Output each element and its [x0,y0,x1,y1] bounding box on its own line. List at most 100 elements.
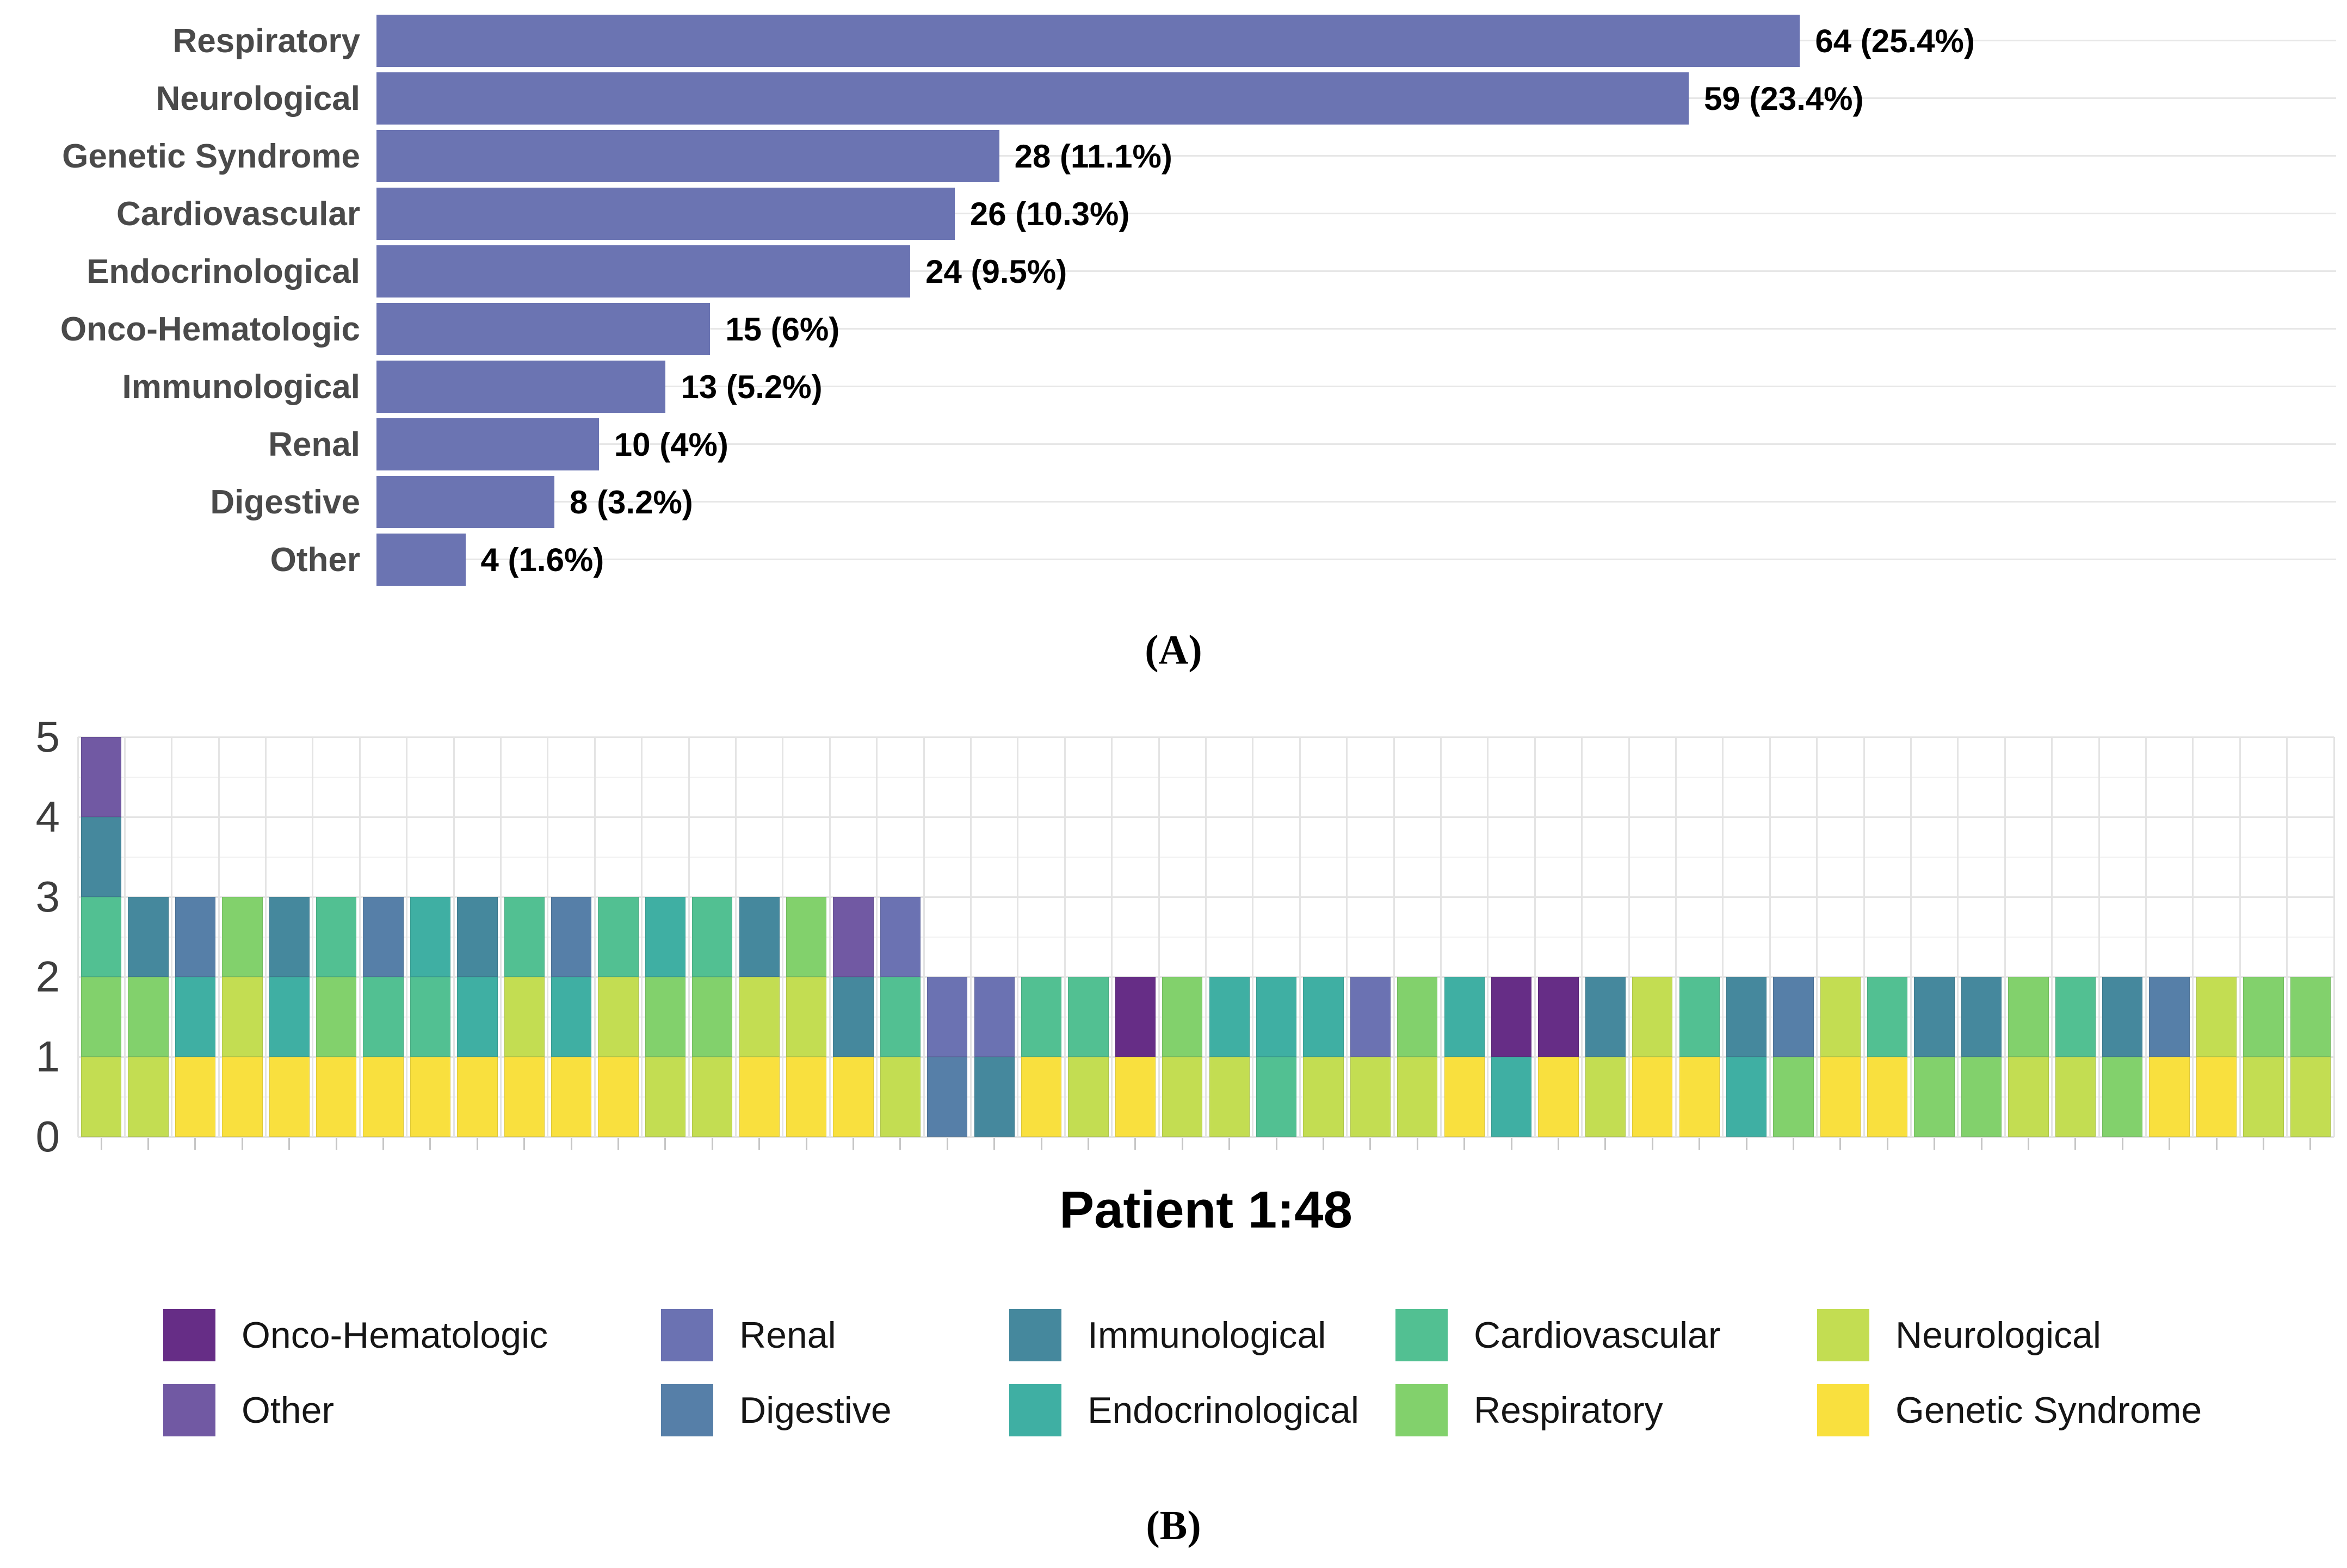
patient-stacked-bar [692,897,733,1137]
legend-column: Cardiovascular Respiratory [1395,1303,1721,1453]
patient-stacked-bar [504,897,545,1137]
major-gridline [78,1136,2334,1138]
x-axis-tick [382,1138,385,1150]
bar-segment [1397,977,1438,1057]
vertical-gridline [829,737,831,1137]
vertical-gridline [1534,737,1536,1137]
x-axis-tick [664,1138,666,1150]
legend-label: Other [242,1390,335,1431]
legend-item: Other [163,1378,548,1443]
bar-segment [927,977,968,1057]
vertical-gridline [1675,737,1677,1137]
legend-swatch [661,1384,713,1436]
bar-plot-area: 10 (4%) [376,416,2347,473]
vertical-gridline [1064,737,1066,1137]
bar-segment [222,1057,263,1137]
patient-stacked-bar [2243,977,2284,1137]
x-axis-tick [617,1138,620,1150]
bar-segment [1209,977,1250,1057]
bar-segment [974,977,1015,1057]
bar-plot-area: 8 (3.2%) [376,473,2347,531]
bar-segment [1397,1057,1438,1137]
patient-stacked-bar [128,897,169,1137]
bar-segment [880,1057,921,1137]
patient-stacked-bar [1350,977,1391,1137]
patient-stacked-bar [1162,977,1203,1137]
patient-stacked-bar [2196,977,2237,1137]
legend-column: Neurological Genetic Syndrome [1817,1303,2202,1453]
x-axis-tick [1745,1138,1747,1150]
vertical-gridline [1440,737,1442,1137]
patient-stacked-bar [1914,977,1955,1137]
bar-segment [1256,1057,1297,1137]
x-axis-tick [758,1138,761,1150]
bar-row: Immunological 13 (5.2%) [0,358,2347,416]
count-bar [376,15,1800,67]
category-label: Genetic Syndrome [62,137,360,175]
vertical-gridline [1722,737,1724,1137]
vertical-gridline [1205,737,1207,1137]
bar-segment [222,897,263,977]
bar-segment [316,977,357,1057]
patient-stacked-bar [1726,977,1767,1137]
patient-stacked-bar [1961,977,2002,1137]
bar-segment [2149,977,2190,1057]
x-axis-tick [429,1138,431,1150]
legend-label: Neurological [1895,1315,2101,1356]
vertical-gridline [923,737,925,1137]
bar-segment [457,897,498,977]
bar-segment [645,897,686,977]
x-axis-tick [1369,1138,1372,1150]
y-axis-label: 0 [35,1112,60,1161]
bar-row: Genetic Syndrome 28 (11.1%) [0,127,2347,185]
patient-stacked-bar [1491,977,1532,1137]
category-label: Other [270,541,360,579]
bar-segment [1773,1057,1814,1137]
patient-stacked-bar [1397,977,1438,1137]
x-axis-tick [194,1138,196,1150]
legend-item: Immunological [1009,1303,1359,1368]
x-axis-tick [1463,1138,1466,1150]
x-axis-tick [1839,1138,1842,1150]
category-label: Endocrinological [87,252,360,290]
legend-label: Endocrinological [1088,1390,1359,1431]
x-axis-tick [2309,1138,2312,1150]
bar-segment [2102,1057,2143,1137]
bar-segment [128,1057,169,1137]
x-axis-tick [2262,1138,2264,1150]
bar-segment [739,977,780,1057]
x-axis-tick [570,1138,572,1150]
legend-item: Onco-Hematologic [163,1303,548,1368]
bar-segment [1914,1057,1955,1137]
bar-segment [1350,1057,1391,1137]
x-axis-tick [476,1138,478,1150]
bar-segment [739,897,780,977]
bar-segment [692,977,733,1057]
row-gridline [376,155,2336,157]
count-bar [376,188,955,240]
bar-segment [1679,977,1720,1057]
vertical-gridline [2239,737,2241,1137]
legend-label: Onco-Hematologic [242,1315,548,1356]
vertical-gridline [594,737,596,1137]
bar-segment [1491,977,1532,1057]
bar-segment [880,977,921,1057]
bar-segment [1961,1057,2002,1137]
bar-segment [598,977,639,1057]
bar-row: Onco-Hematologic 15 (6%) [0,300,2347,358]
bar-segment [1303,977,1344,1057]
bar-segment [645,1057,686,1137]
bar-segment [1538,1057,1579,1137]
legend-item: Genetic Syndrome [1817,1378,2202,1443]
bar-segment [269,1057,310,1137]
legend-swatch [661,1309,713,1361]
legend-swatch [163,1309,215,1361]
caption-b: (B) [1146,1503,1201,1548]
legend-swatch [1817,1309,1869,1361]
vertical-gridline [2192,737,2194,1137]
x-axis-tick [1651,1138,1653,1150]
bar-segment [2008,977,2049,1057]
row-gridline [376,213,2336,214]
legend-column: Renal Digestive [661,1303,892,1453]
x-axis-tick [147,1138,150,1150]
